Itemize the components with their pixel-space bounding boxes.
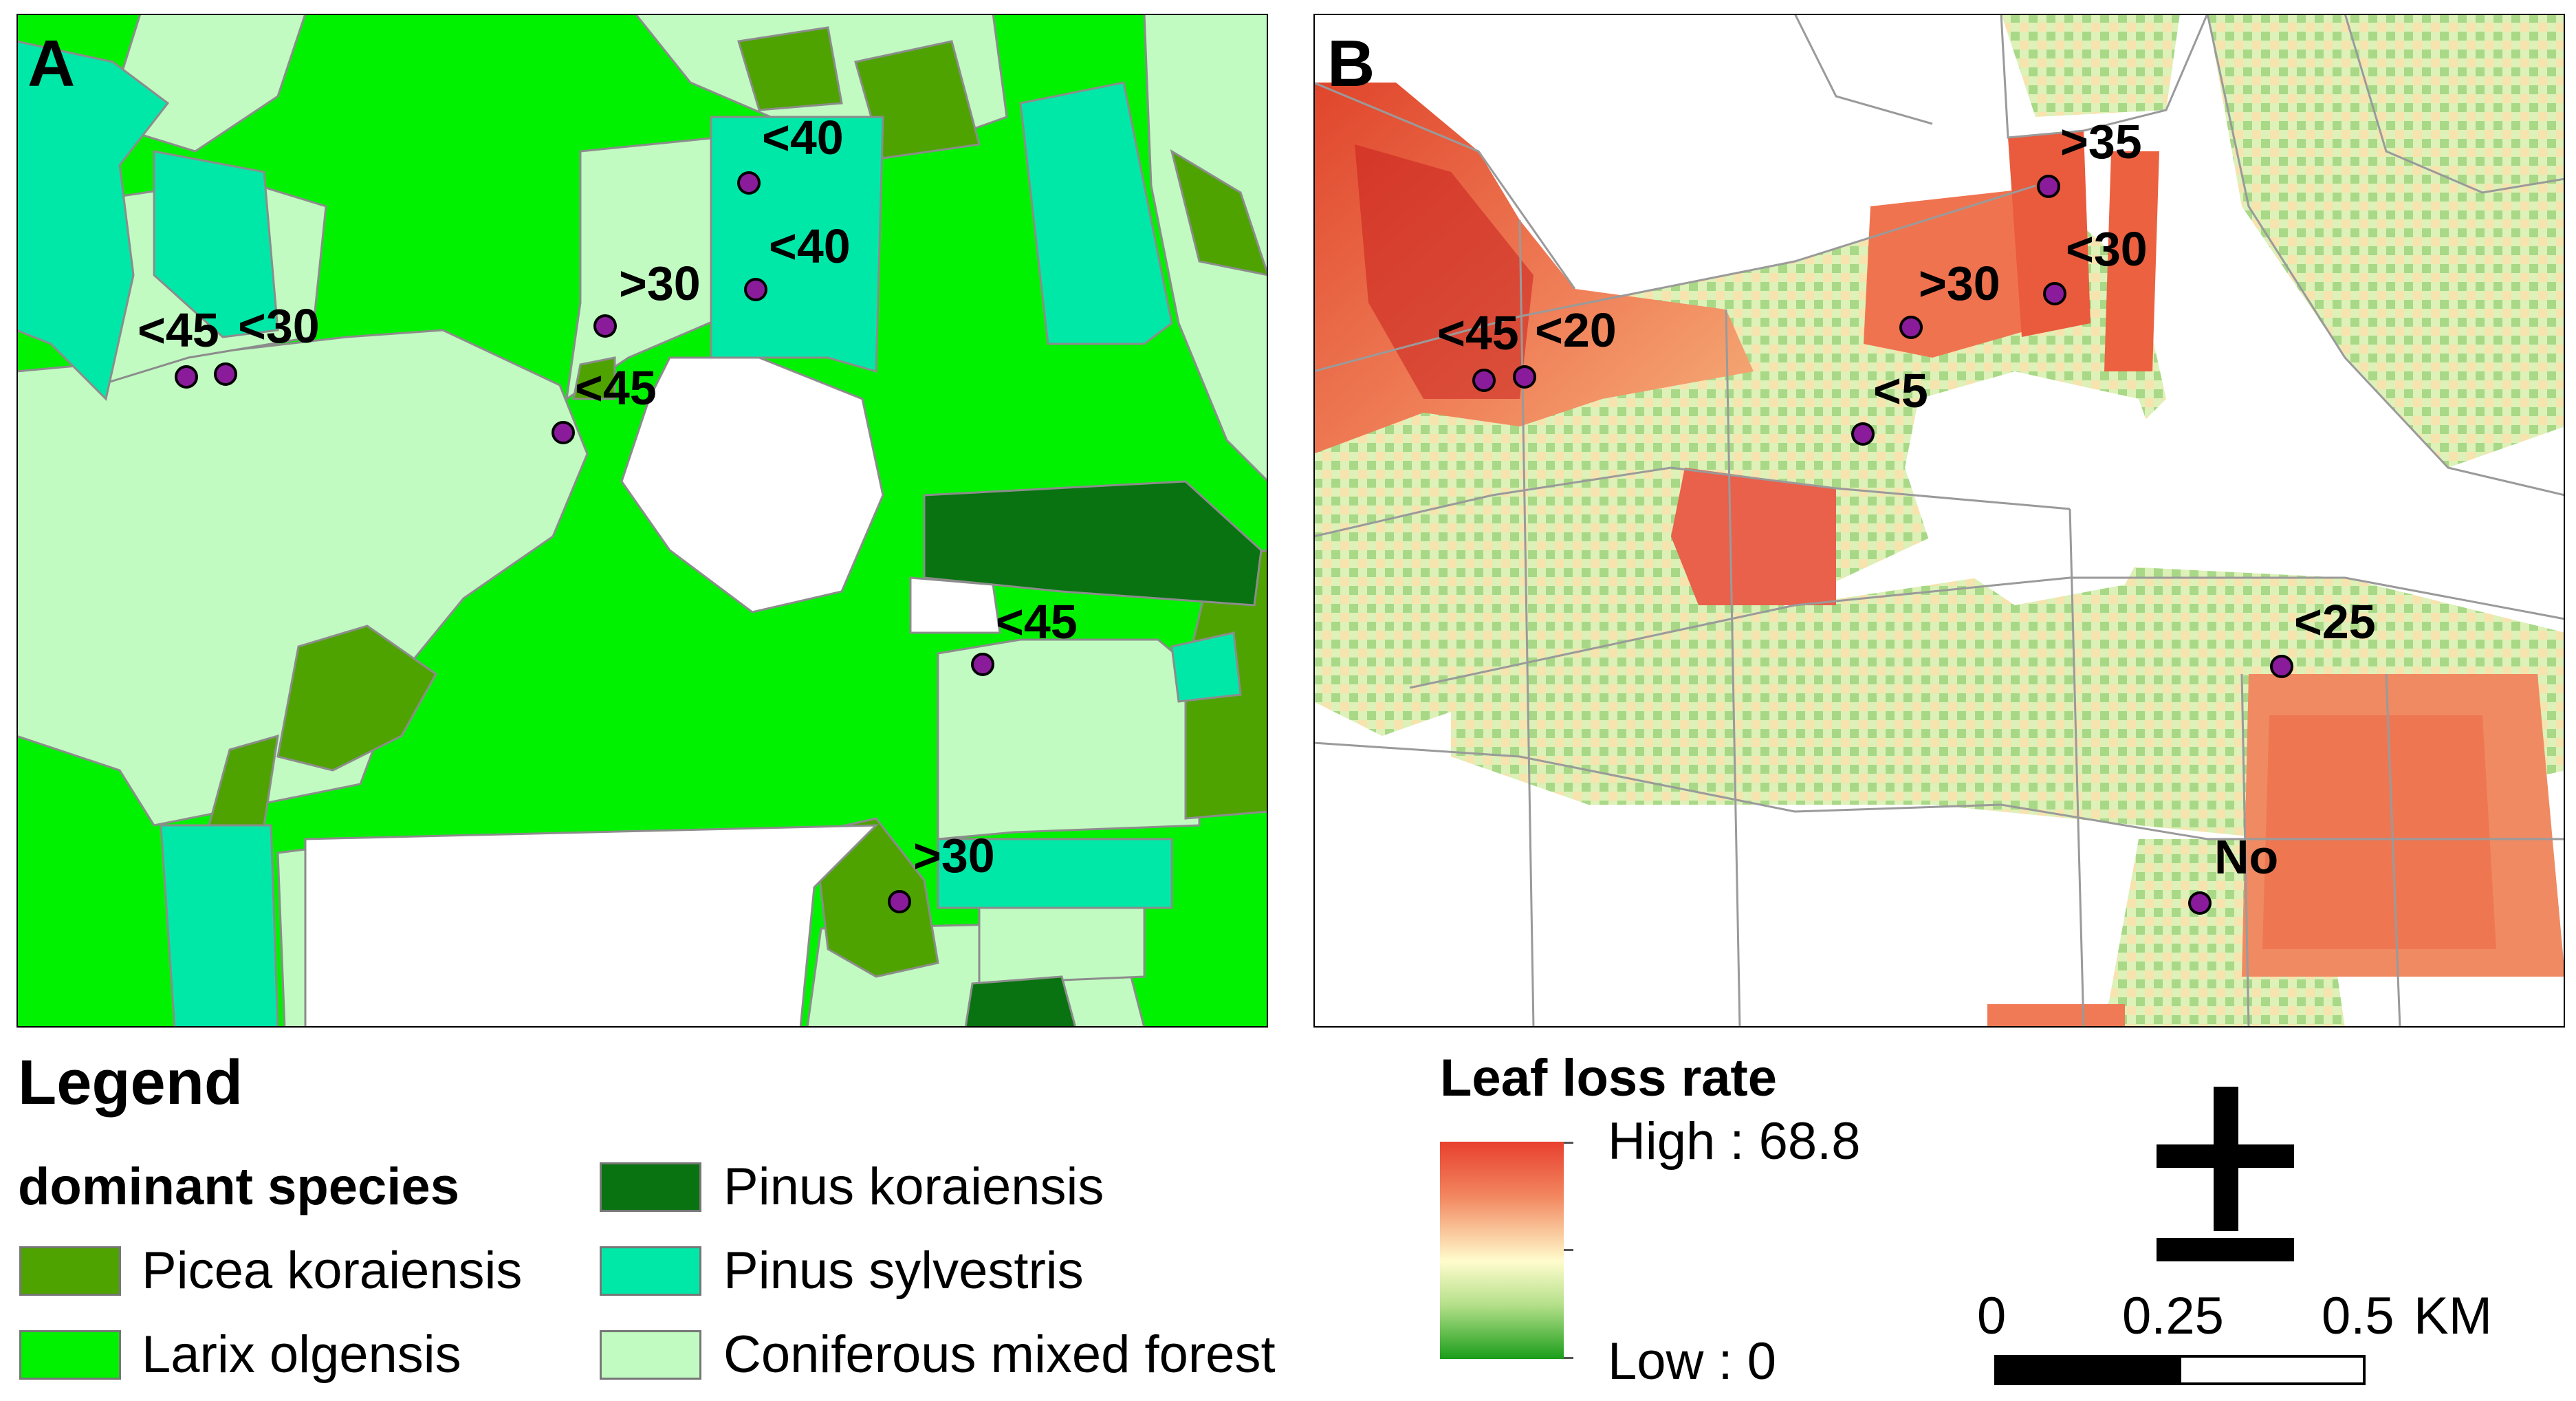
- sample-label: <30: [2066, 222, 2148, 276]
- legend-swatch: [600, 1162, 701, 1212]
- loss-zone-middle: [1671, 468, 1836, 605]
- sample-label: >35: [2060, 115, 2142, 169]
- stand-pinus-syl-7: [1170, 631, 1242, 703]
- ramp-tick: [1564, 1357, 1573, 1359]
- legend-label: Picea koraiensis: [142, 1241, 523, 1300]
- north-arrow-base: [2157, 1238, 2294, 1261]
- legend-label: Larix olgensis: [142, 1325, 461, 1384]
- loss-zone-tall-1: [2008, 131, 2091, 337]
- legend-swatch: [600, 1246, 701, 1296]
- sample-label: <40: [762, 111, 844, 164]
- sample-marker[interactable]: [175, 365, 198, 389]
- loss-zone-tall-2: [2104, 151, 2159, 371]
- stand-picea-8: [572, 356, 616, 400]
- panel-a-map-svg: [15, 12, 1270, 1029]
- stand-pinus-kor-2: [964, 975, 1077, 1029]
- stand-picea-1: [737, 26, 843, 111]
- scale-bar-filled: [1997, 1358, 2181, 1382]
- sample-label: <40: [769, 219, 851, 273]
- sample-label: >30: [1919, 257, 2000, 310]
- panel-b-map-svg: [1312, 12, 2566, 1029]
- loss-zone-southeast-core: [2262, 715, 2496, 949]
- stand-picea-5: [813, 817, 939, 978]
- gap-center: [620, 356, 884, 613]
- scale-tick-05: 0.5: [2322, 1287, 2394, 1345]
- sample-marker[interactable]: [593, 314, 617, 338]
- leaf-loss-low-label: Low : 0: [1608, 1332, 1777, 1391]
- scale-unit: KM: [2414, 1287, 2492, 1345]
- stand-pinus-syl-5: [937, 838, 1173, 909]
- sample-label: <25: [2294, 595, 2376, 649]
- sample-marker[interactable]: [744, 278, 767, 301]
- legend-swatch: [600, 1330, 701, 1380]
- stand-pinus-syl-2: [153, 150, 279, 338]
- sample-label: <45: [996, 595, 1078, 649]
- sample-marker[interactable]: [2043, 282, 2066, 305]
- stand-pinus-kor-1: [923, 480, 1263, 607]
- legend-label: Pinus koraiensis: [723, 1158, 1104, 1216]
- sample-marker[interactable]: [971, 653, 994, 676]
- sample-marker[interactable]: [1899, 316, 1923, 339]
- stand-picea-3: [276, 625, 437, 772]
- legend-title: Legend: [18, 1047, 243, 1118]
- sample-label: <45: [138, 303, 219, 357]
- panel-b-label: B: [1327, 27, 1375, 100]
- legend-swatch: [19, 1246, 121, 1296]
- sample-label: No: [2214, 830, 2279, 884]
- scale-tick-0: 0: [1977, 1287, 2007, 1345]
- sample-marker[interactable]: [2188, 891, 2212, 915]
- gap-right: [909, 576, 1001, 634]
- sample-label: <45: [1437, 306, 1519, 360]
- legend-subtitle: dominant species: [18, 1158, 459, 1216]
- panel-b-map: [1312, 12, 2566, 1029]
- sample-marker[interactable]: [737, 171, 761, 195]
- sample-marker[interactable]: [1472, 369, 1496, 392]
- sample-marker[interactable]: [888, 890, 911, 913]
- north-arrow-horizontal: [2157, 1144, 2294, 1168]
- stand-pinus-syl-1: [15, 40, 170, 401]
- gap-bottom: [304, 824, 879, 1029]
- panel-a-label: A: [28, 27, 76, 100]
- stand-pinus-syl-4: [1019, 81, 1173, 345]
- scale-tick-025: 0.25: [2122, 1287, 2224, 1345]
- sample-label: <30: [238, 299, 320, 353]
- sample-marker[interactable]: [2270, 655, 2293, 678]
- sample-marker[interactable]: [1513, 365, 1536, 389]
- leaf-loss-high-label: High : 68.8: [1608, 1112, 1861, 1171]
- sample-label: <45: [575, 361, 657, 415]
- gap-center: [1905, 371, 2173, 605]
- loss-zone-bottom-strip: [1987, 1004, 2125, 1028]
- stand-pinus-syl-6: [160, 824, 279, 1029]
- leaf-loss-title: Leaf loss rate: [1440, 1049, 1777, 1107]
- sample-label: >30: [913, 829, 995, 882]
- sample-marker[interactable]: [2037, 175, 2060, 198]
- sample-label: >30: [619, 257, 701, 310]
- sample-label: <5: [1873, 364, 1928, 417]
- legend-label: Coniferous mixed forest: [723, 1325, 1276, 1384]
- ramp-tick: [1564, 1249, 1573, 1251]
- loss-zone-northwest-dark: [1355, 144, 1533, 399]
- stand-mixed-left: [15, 329, 589, 827]
- legend-label: Pinus sylvestris: [723, 1241, 1084, 1300]
- panel-a-map: [15, 12, 1270, 1029]
- legend-swatch: [19, 1330, 121, 1380]
- sample-marker[interactable]: [552, 421, 575, 444]
- ramp-tick: [1564, 1142, 1573, 1144]
- sample-label: <20: [1535, 303, 1617, 357]
- leaf-loss-ramp: [1440, 1142, 1564, 1359]
- sample-marker[interactable]: [214, 362, 237, 386]
- scale-bar: [1994, 1355, 2366, 1385]
- sample-marker[interactable]: [1851, 422, 1875, 446]
